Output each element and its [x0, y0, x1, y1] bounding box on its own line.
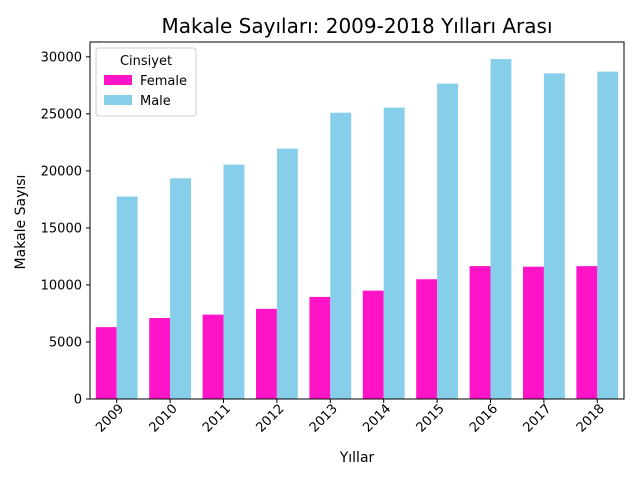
x-tick-label: 2017: [520, 402, 554, 436]
bar-male-2009: [116, 196, 138, 399]
bar-female-2009: [95, 327, 117, 399]
x-tick-label: 2011: [200, 402, 234, 436]
bars-layer: [95, 59, 619, 400]
bar-male-2014: [383, 107, 405, 399]
bar-male-2016: [490, 59, 512, 400]
y-axis-label: Makale Sayısı: [13, 175, 29, 270]
bar-male-2013: [330, 112, 352, 399]
bar-male-2010: [170, 178, 191, 399]
x-axis-label: Yıllar: [339, 450, 375, 466]
bar-male-2011: [223, 164, 245, 399]
chart-title: Makale Sayıları: 2009-2018 Yılları Arası: [161, 14, 552, 38]
y-tick-label: 30000: [41, 50, 82, 65]
bar-male-2012: [276, 148, 298, 399]
bar-female-2012: [256, 308, 277, 399]
x-tick-label: 2010: [147, 402, 181, 436]
bar-male-2017: [543, 73, 565, 400]
bar-female-2016: [469, 266, 491, 399]
y-tick-label: 5000: [49, 335, 82, 350]
bar-female-2015: [416, 279, 438, 399]
bar-female-2014: [362, 290, 384, 399]
legend-swatch-male: [104, 95, 132, 105]
legend-label-female: Female: [140, 74, 187, 89]
y-tick-label: 25000: [41, 107, 82, 122]
y-tick-label: 0: [74, 393, 82, 408]
bar-male-2015: [437, 83, 458, 399]
x-tick-label: 2016: [467, 402, 501, 436]
x-tick-label: 2018: [574, 402, 608, 436]
bar-female-2010: [149, 318, 171, 399]
bar-male-2018: [597, 71, 619, 400]
x-tick-label: 2015: [414, 402, 448, 436]
legend-swatch-female: [104, 75, 132, 85]
y-tick-label: 10000: [41, 278, 82, 293]
x-tick-label: 2013: [307, 402, 341, 436]
legend-label-male: Male: [140, 94, 171, 109]
bar-female-2011: [202, 314, 224, 399]
legend-title: Cinsiyet: [120, 54, 172, 69]
x-tick-label: 2014: [360, 402, 394, 436]
bar-female-2013: [309, 296, 331, 399]
legend: Cinsiyet Female Male: [95, 47, 197, 117]
x-tick-label: 2009: [93, 402, 127, 436]
plot-frame: [89, 41, 625, 400]
x-tick-label: 2012: [253, 402, 287, 436]
bar-female-2018: [576, 266, 598, 399]
y-tick-label: 15000: [41, 221, 82, 236]
bar-female-2017: [523, 266, 544, 399]
y-tick-label: 20000: [41, 164, 82, 179]
